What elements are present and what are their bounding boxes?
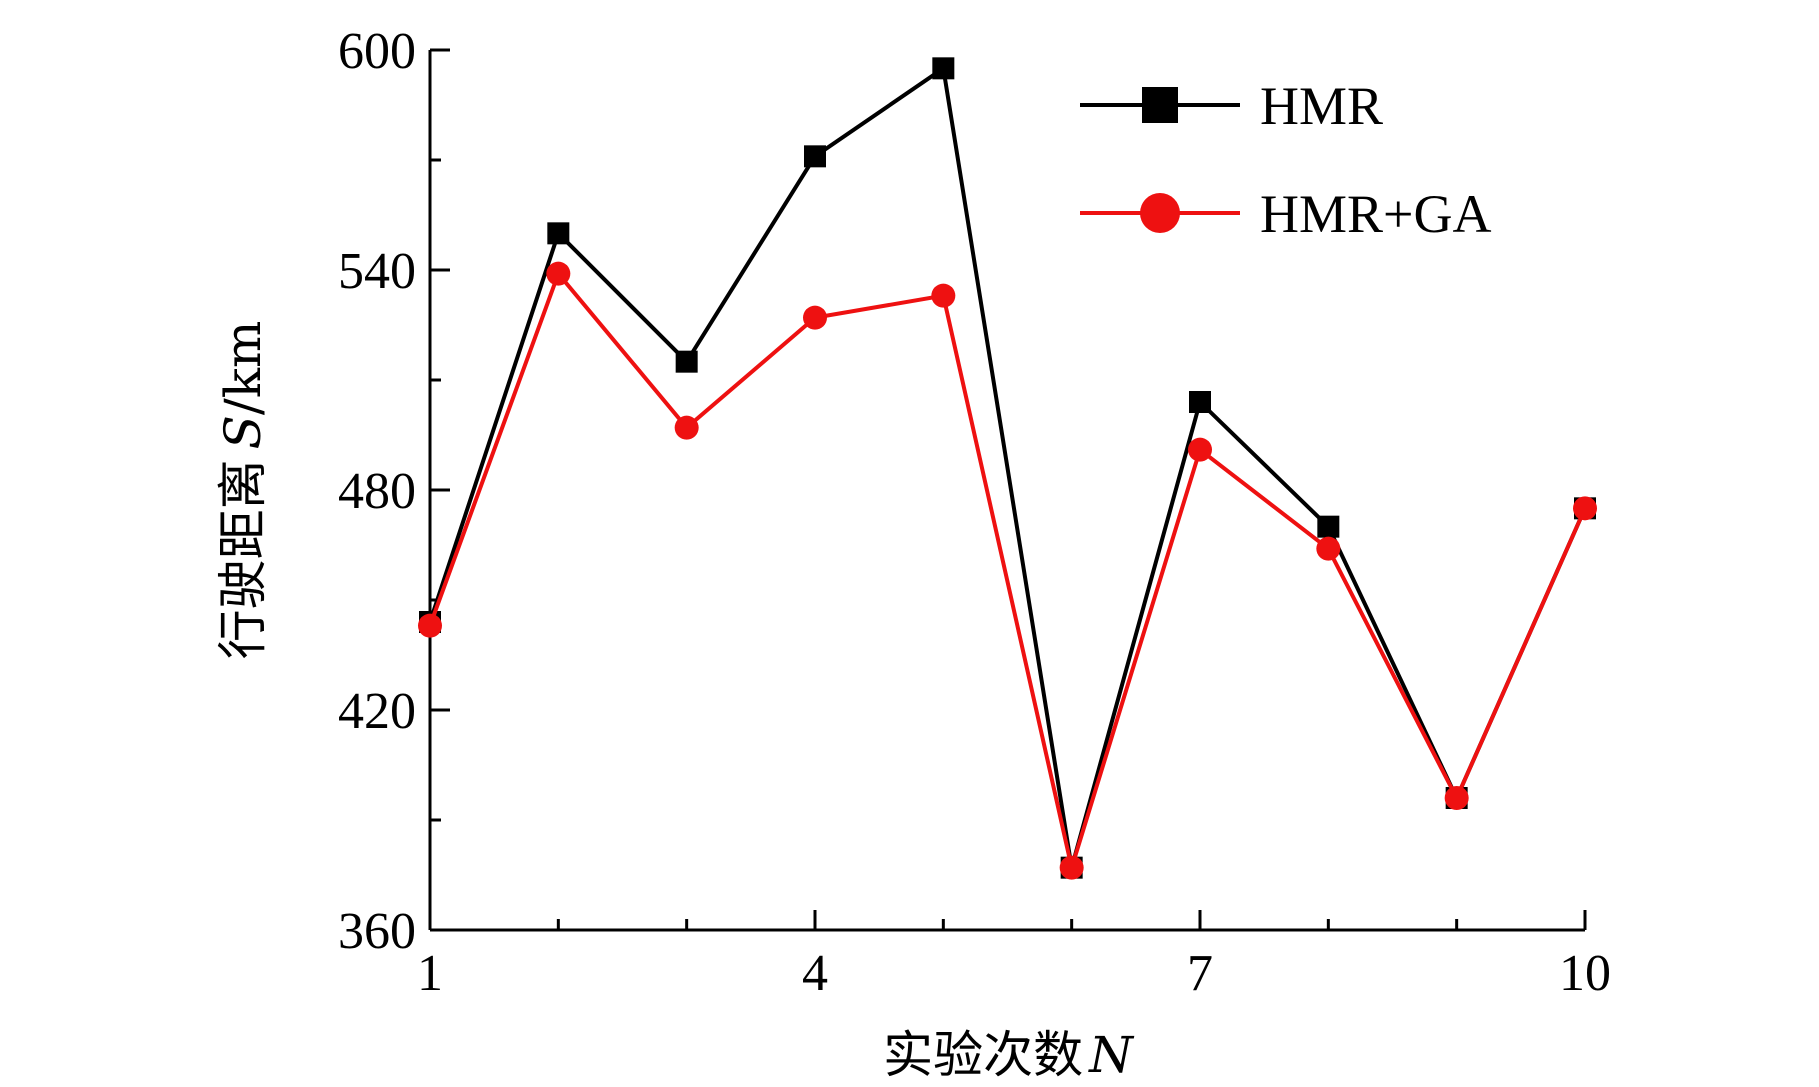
legend: HMR HMR+GA <box>1080 76 1491 244</box>
data-point <box>931 283 956 308</box>
x-tick-label: 7 <box>1187 945 1213 1002</box>
series-line <box>428 64 1587 869</box>
data-point <box>932 57 955 80</box>
x-tick-label: 1 <box>417 945 443 1002</box>
x-tick-label: 4 <box>802 945 828 1002</box>
legend-item: HMR+GA <box>1080 184 1491 244</box>
data-point <box>1317 515 1340 538</box>
y-axis-title-variable: S <box>214 415 272 449</box>
x-ticks: 1 4 7 10 <box>417 910 1611 1002</box>
data-point <box>1573 496 1597 521</box>
legend-marker <box>1140 193 1180 233</box>
y-axis-title: 行驶距离 S/km <box>214 321 272 660</box>
x-axis-title-variable: N <box>1088 1026 1135 1084</box>
data-point <box>1316 536 1341 561</box>
data-point <box>1059 855 1084 880</box>
legend-label: HMR <box>1260 76 1383 136</box>
series-line <box>428 269 1587 876</box>
data-point <box>1188 437 1212 462</box>
axes <box>428 50 1585 932</box>
y-ticks: 360 420 480 540 600 <box>338 23 450 960</box>
series-layer <box>418 57 1597 880</box>
y-tick-label: 540 <box>338 243 416 300</box>
x-axis-title: 实验次数 N <box>883 1026 1135 1084</box>
legend-marker <box>1142 87 1178 123</box>
y-axis-title-unit: /km <box>214 321 272 416</box>
y-tick-label: 600 <box>338 23 416 80</box>
data-point <box>547 222 570 245</box>
data-point <box>546 261 571 286</box>
y-tick-label: 480 <box>338 463 416 520</box>
series-hmr-ga <box>418 261 1597 880</box>
y-tick-label: 420 <box>338 683 416 740</box>
data-point <box>803 305 827 330</box>
x-axis-title-text: 实验次数 <box>883 1026 1083 1084</box>
data-point <box>1189 391 1211 413</box>
y-tick-label: 360 <box>338 903 416 960</box>
x-tick-label: 10 <box>1559 945 1611 1002</box>
legend-label: HMR+GA <box>1260 184 1491 244</box>
data-point <box>674 415 699 440</box>
data-point <box>418 613 442 638</box>
data-point <box>675 350 698 373</box>
legend-item: HMR <box>1080 76 1383 136</box>
series-hmr <box>419 57 1596 879</box>
data-point <box>804 145 826 168</box>
data-point <box>1444 786 1469 810</box>
y-axis-title-text: 行驶距离 <box>214 459 272 659</box>
